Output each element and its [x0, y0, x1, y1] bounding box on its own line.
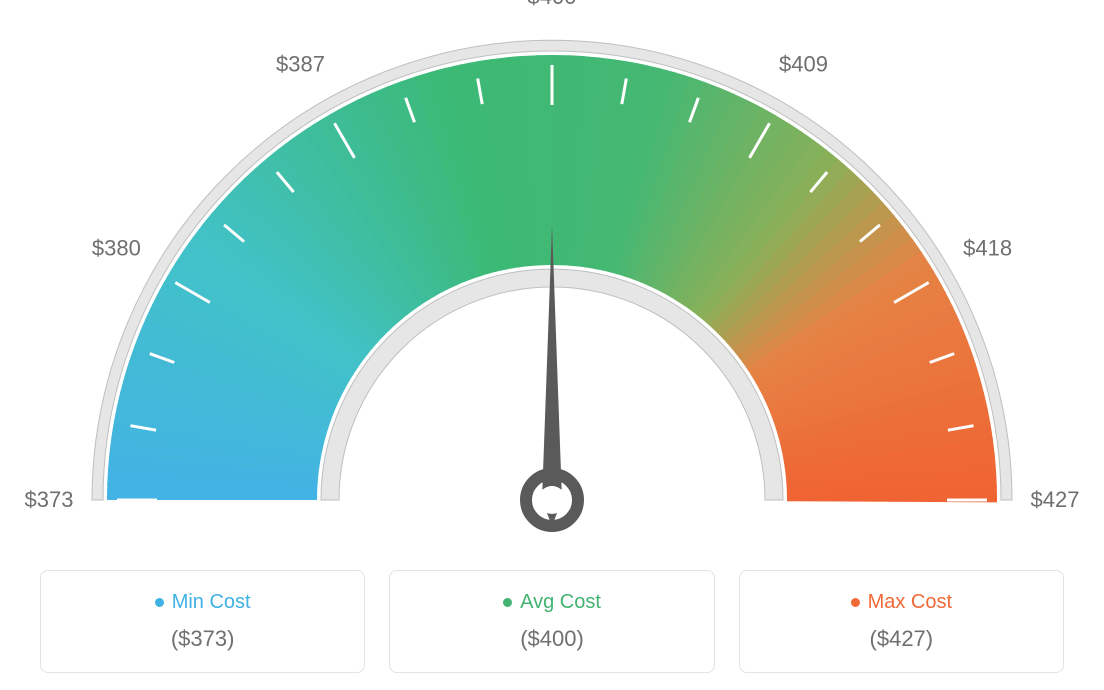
- legend-label-max: Max Cost: [868, 591, 952, 614]
- cost-gauge-chart: $373 $380 $387 $400 $409 $418 $427: [0, 0, 1104, 560]
- svg-text:$373: $373: [25, 487, 74, 512]
- dot-icon: [851, 598, 860, 607]
- legend-row: Min Cost ($373) Avg Cost ($400) Max Cost…: [0, 570, 1104, 673]
- gauge-svg: $373 $380 $387 $400 $409 $418 $427: [0, 0, 1104, 560]
- legend-card-avg: Avg Cost ($400): [389, 570, 714, 673]
- svg-text:$418: $418: [963, 236, 1012, 261]
- legend-title-avg: Avg Cost: [503, 591, 601, 614]
- svg-text:$387: $387: [276, 51, 325, 76]
- legend-title-max: Max Cost: [851, 591, 952, 614]
- svg-text:$427: $427: [1031, 487, 1080, 512]
- legend-label-avg: Avg Cost: [520, 591, 601, 614]
- dot-icon: [155, 598, 164, 607]
- legend-title-min: Min Cost: [155, 591, 251, 614]
- legend-value-avg: ($400): [400, 626, 703, 652]
- svg-text:$380: $380: [92, 236, 141, 261]
- legend-value-max: ($427): [750, 626, 1053, 652]
- svg-text:$400: $400: [528, 0, 577, 9]
- dot-icon: [503, 598, 512, 607]
- legend-card-min: Min Cost ($373): [40, 570, 365, 673]
- legend-value-min: ($373): [51, 626, 354, 652]
- legend-label-min: Min Cost: [172, 591, 251, 614]
- svg-text:$409: $409: [779, 51, 828, 76]
- legend-card-max: Max Cost ($427): [739, 570, 1064, 673]
